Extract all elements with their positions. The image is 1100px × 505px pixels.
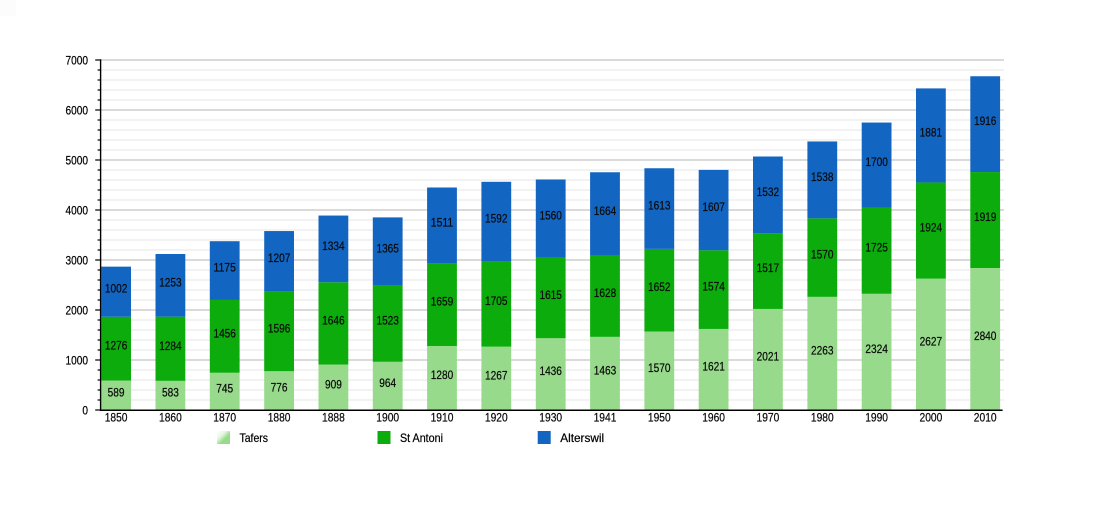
svg-text:1615: 1615 [539, 288, 562, 302]
svg-text:1880: 1880 [268, 410, 291, 424]
svg-text:2263: 2263 [811, 343, 834, 357]
svg-text:1924: 1924 [920, 221, 943, 235]
svg-text:1960: 1960 [702, 410, 725, 424]
svg-text:1538: 1538 [811, 170, 834, 184]
svg-text:1646: 1646 [322, 313, 345, 327]
svg-text:1596: 1596 [268, 321, 291, 335]
svg-text:1334: 1334 [322, 239, 345, 253]
svg-text:1207: 1207 [268, 251, 291, 265]
svg-text:1560: 1560 [539, 208, 562, 222]
svg-text:583: 583 [162, 385, 179, 399]
svg-text:1919: 1919 [974, 210, 997, 224]
svg-text:1870: 1870 [213, 410, 236, 424]
svg-text:1523: 1523 [376, 314, 399, 328]
svg-text:1613: 1613 [648, 199, 671, 213]
svg-text:2324: 2324 [865, 342, 888, 356]
svg-text:745: 745 [216, 381, 233, 395]
svg-text:1607: 1607 [702, 200, 725, 214]
svg-text:1000: 1000 [66, 354, 89, 368]
svg-text:964: 964 [379, 376, 396, 390]
svg-text:1916: 1916 [974, 114, 997, 128]
svg-text:1280: 1280 [431, 368, 454, 382]
svg-text:1910: 1910 [431, 410, 454, 424]
svg-text:1628: 1628 [594, 286, 617, 300]
svg-text:1705: 1705 [485, 294, 508, 308]
svg-text:1930: 1930 [539, 410, 562, 424]
svg-text:7000: 7000 [66, 54, 89, 68]
svg-text:1881: 1881 [920, 125, 943, 139]
svg-text:1570: 1570 [811, 248, 834, 262]
svg-text:St Antoni: St Antoni [400, 431, 443, 445]
svg-text:1652: 1652 [648, 280, 671, 294]
svg-text:589: 589 [108, 385, 125, 399]
svg-text:1888: 1888 [322, 410, 345, 424]
svg-text:1621: 1621 [702, 359, 725, 373]
svg-text:1950: 1950 [648, 410, 671, 424]
svg-text:3000: 3000 [66, 254, 89, 268]
svg-text:1900: 1900 [376, 410, 399, 424]
svg-text:1860: 1860 [159, 410, 182, 424]
svg-text:1920: 1920 [485, 410, 508, 424]
svg-text:776: 776 [271, 381, 288, 395]
svg-text:2010: 2010 [974, 410, 997, 424]
svg-text:4000: 4000 [66, 204, 89, 218]
svg-text:1456: 1456 [213, 326, 236, 340]
svg-text:1941: 1941 [594, 410, 617, 424]
svg-text:1267: 1267 [485, 368, 508, 382]
svg-text:1284: 1284 [159, 339, 182, 353]
svg-text:1436: 1436 [539, 364, 562, 378]
svg-text:1725: 1725 [865, 241, 888, 255]
svg-text:1463: 1463 [594, 363, 617, 377]
svg-text:1850: 1850 [105, 410, 128, 424]
svg-text:1276: 1276 [105, 339, 128, 353]
svg-text:1570: 1570 [648, 361, 671, 375]
svg-text:1517: 1517 [757, 261, 780, 275]
svg-text:1532: 1532 [757, 185, 780, 199]
svg-text:6000: 6000 [66, 104, 89, 118]
svg-text:1970: 1970 [757, 410, 780, 424]
svg-text:1980: 1980 [811, 410, 834, 424]
svg-text:1990: 1990 [865, 410, 888, 424]
svg-text:0: 0 [82, 404, 88, 418]
svg-text:1700: 1700 [865, 155, 888, 169]
svg-text:1592: 1592 [485, 212, 508, 226]
svg-text:2000: 2000 [920, 410, 943, 424]
svg-text:5000: 5000 [66, 154, 89, 168]
svg-text:1002: 1002 [105, 282, 128, 296]
svg-text:Tafers: Tafers [240, 431, 269, 445]
svg-text:1659: 1659 [431, 295, 454, 309]
svg-text:Alterswil: Alterswil [560, 431, 604, 445]
svg-text:1175: 1175 [213, 261, 236, 275]
svg-text:909: 909 [325, 377, 342, 391]
svg-text:1253: 1253 [159, 275, 182, 289]
svg-text:2021: 2021 [757, 349, 780, 363]
svg-text:2627: 2627 [920, 334, 943, 348]
svg-text:2000: 2000 [66, 304, 89, 318]
svg-text:1574: 1574 [702, 280, 725, 294]
svg-text:1365: 1365 [376, 242, 399, 256]
svg-text:1664: 1664 [594, 204, 617, 218]
svg-text:1511: 1511 [431, 215, 454, 229]
svg-text:2840: 2840 [974, 329, 997, 343]
